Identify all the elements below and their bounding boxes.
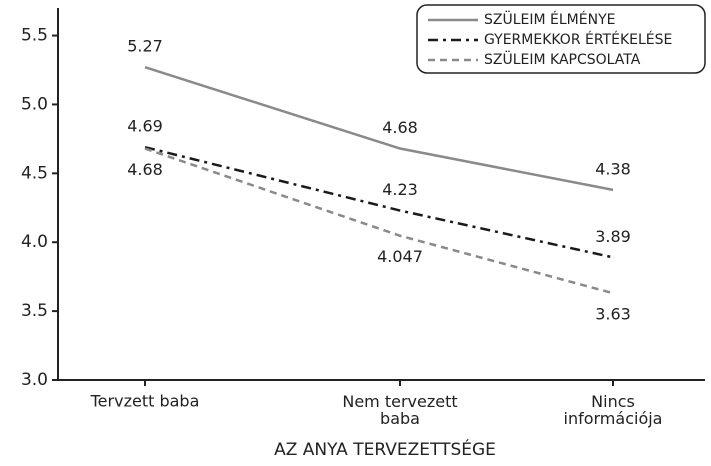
y-tick-label: 3.5 xyxy=(21,301,48,321)
y-tick-label: 5.5 xyxy=(21,26,48,46)
x-tick-label-line: Nem tervezett xyxy=(342,392,457,411)
x-tick-label: Tervzett baba xyxy=(90,392,200,411)
line xyxy=(144,66,614,192)
data-label: 4.23 xyxy=(382,180,418,199)
data-label: 4.68 xyxy=(382,118,418,137)
data-label: 4.38 xyxy=(595,159,631,178)
data-label: 4.047 xyxy=(377,247,423,266)
data-label: 4.69 xyxy=(127,117,163,136)
x-tick-label: Nem tervezett baba xyxy=(342,392,457,428)
y-tick-label: 4.5 xyxy=(21,163,48,183)
y-tick-label: 5.0 xyxy=(21,94,48,114)
y-tick-label: 3.0 xyxy=(21,370,48,390)
data-label: 3.63 xyxy=(595,305,631,324)
x-tick-label: Nincs információja xyxy=(564,392,663,428)
legend-label: GYERMEKKOR ÉRTÉKELÉSE xyxy=(484,31,672,48)
x-tick-label-line: baba xyxy=(380,409,420,428)
x-tick-label-line: Nincs xyxy=(591,392,635,411)
x-axis-title: AZ ANYA TERVEZETTSÉGE xyxy=(274,438,496,460)
data-label: 3.89 xyxy=(595,227,631,246)
legend-box xyxy=(416,4,706,74)
legend-label: SZÜLEIM ÉLMÉNYE xyxy=(484,10,615,28)
y-tick-label: 4.0 xyxy=(21,232,48,252)
line xyxy=(144,145,614,259)
data-label: 4.68 xyxy=(127,160,163,179)
line xyxy=(144,147,614,295)
x-tick-label-line: információja xyxy=(564,409,663,428)
data-label: 5.27 xyxy=(127,37,163,56)
legend-label: SZÜLEIM KAPCSOLATA xyxy=(484,50,641,68)
